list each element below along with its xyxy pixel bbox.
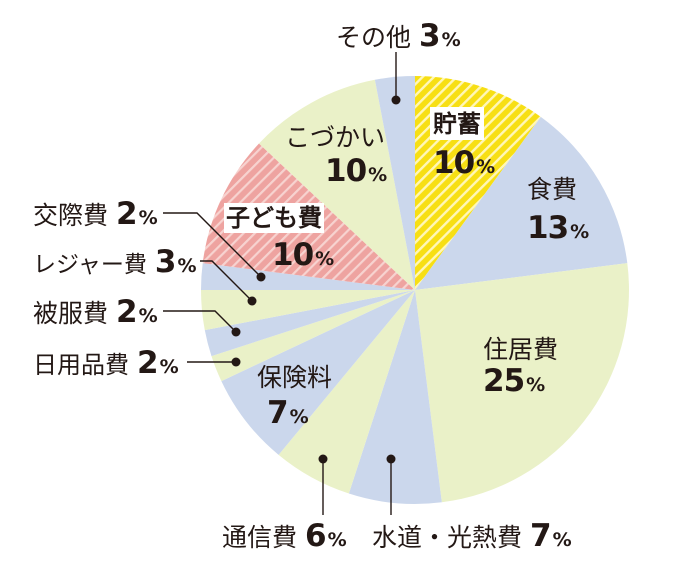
- label-social-number: 2: [116, 196, 138, 232]
- label-food-number: 13: [527, 210, 569, 246]
- label-children-unit: %: [315, 248, 335, 270]
- label-housing-name: 住居費: [483, 335, 559, 364]
- label-leisure-number: 3: [154, 244, 177, 280]
- label-allowance: こづかい: [285, 125, 385, 150]
- label-daily-goods: 日用品費 2%: [33, 348, 179, 379]
- label-children-value: 10%: [272, 240, 334, 271]
- leader-leisure: [200, 260, 253, 302]
- label-allowance-name: こづかい: [285, 123, 386, 152]
- label-savings-number: 10: [433, 145, 475, 181]
- leader-dot-other: [391, 95, 401, 105]
- label-food-unit: %: [570, 221, 590, 243]
- label-leisure-unit: %: [177, 255, 197, 277]
- pie-slice: [415, 263, 629, 503]
- label-clothing-number: 2: [116, 294, 138, 330]
- label-savings-value: 10%: [433, 148, 495, 179]
- label-social-name: 交際費: [33, 201, 109, 230]
- label-food-value: 13%: [527, 213, 589, 244]
- label-insurance-value: 7%: [267, 398, 309, 429]
- label-clothing-unit: %: [138, 305, 158, 327]
- label-other-unit: %: [441, 29, 461, 51]
- pie-slices: [201, 76, 629, 504]
- label-communication: 通信費 6%: [222, 521, 347, 552]
- leader-clothing: [163, 310, 237, 333]
- leader-social: [163, 212, 262, 278]
- label-daily-goods-name: 日用品費: [33, 351, 129, 379]
- label-other: その他 3%: [336, 21, 461, 52]
- leader-dot-communication: [318, 454, 328, 464]
- leader-dot-daily-goods: [231, 357, 241, 367]
- label-allowance-unit: %: [368, 164, 388, 186]
- pie-slice: [278, 290, 415, 494]
- label-children-number: 10: [272, 237, 314, 273]
- label-other-value: 3: [419, 18, 441, 54]
- label-communication-unit: %: [327, 529, 347, 551]
- label-allowance-number: 10: [325, 153, 367, 189]
- pie-slice: [415, 116, 628, 291]
- label-utilities-unit: %: [552, 529, 572, 551]
- label-utilities-number: 7: [530, 518, 552, 554]
- label-leisure: レジャー費 3%: [33, 247, 196, 278]
- label-housing-value: 25%: [483, 366, 545, 397]
- label-social: 交際費 2%: [33, 199, 158, 230]
- label-housing-number: 25: [483, 363, 525, 399]
- leader-dot-clothing: [231, 327, 241, 337]
- label-social-unit: %: [138, 207, 158, 229]
- pie-slice: [259, 79, 415, 290]
- label-daily-goods-number: 2: [137, 345, 159, 381]
- label-daily-goods-unit: %: [159, 356, 179, 378]
- label-leisure-name: レジャー費: [33, 252, 147, 278]
- label-savings-name-box: 貯蓄: [430, 107, 484, 140]
- label-food: 食費: [527, 177, 577, 202]
- label-insurance-number: 7: [267, 395, 289, 431]
- pie-slice: [374, 76, 415, 290]
- label-food-name: 食費: [527, 175, 578, 204]
- leader-dot-utilities: [386, 454, 396, 464]
- leader-dot-social: [256, 272, 266, 282]
- label-insurance: 保険料: [257, 365, 332, 390]
- label-insurance-name: 保険料: [257, 363, 333, 392]
- label-housing-unit: %: [526, 374, 546, 396]
- label-clothing: 被服費 2%: [33, 297, 158, 328]
- pie-slice: [348, 290, 442, 504]
- label-utilities: 水道・光熱費 7%: [372, 521, 572, 552]
- label-allowance-value: 10%: [325, 156, 387, 187]
- label-savings-name: 貯蓄: [433, 109, 481, 138]
- label-communication-number: 6: [305, 518, 327, 554]
- label-housing: 住居費: [483, 337, 558, 362]
- label-insurance-unit: %: [289, 406, 309, 428]
- pie-slice: [221, 290, 415, 455]
- label-communication-name: 通信費: [222, 523, 298, 552]
- pie-slice: [211, 290, 415, 382]
- leader-dot-leisure: [247, 296, 257, 306]
- label-clothing-name: 被服費: [33, 299, 109, 328]
- pie-slice: [204, 290, 415, 357]
- label-children-name-box: 子ども費: [224, 203, 324, 233]
- label-other-name: その他: [336, 23, 412, 52]
- label-savings-unit: %: [476, 156, 496, 178]
- label-utilities-name: 水道・光熱費: [372, 523, 523, 552]
- label-children-name: 子ども費: [226, 204, 322, 232]
